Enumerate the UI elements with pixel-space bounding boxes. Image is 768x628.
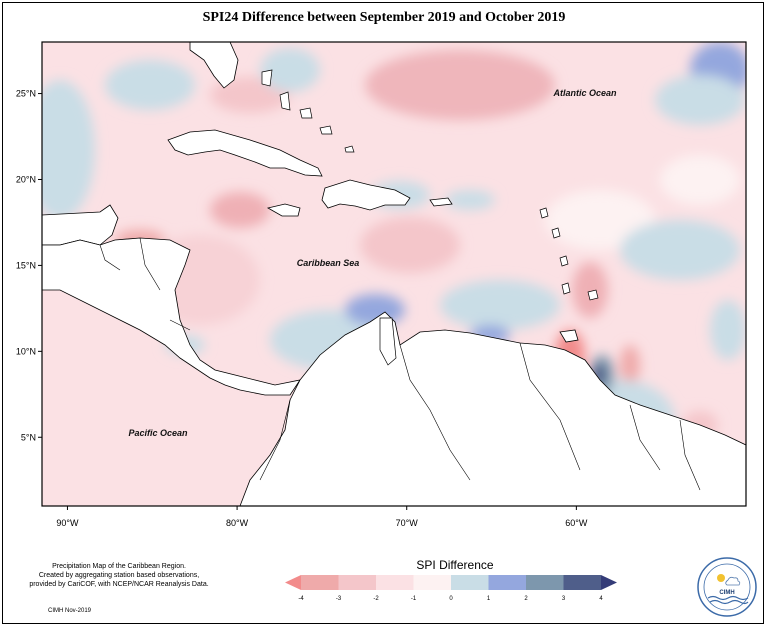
small-islands — [261, 69, 599, 366]
spi-region-positive — [710, 300, 746, 360]
legend-swatch — [301, 575, 339, 590]
spi-region-positive — [260, 48, 320, 92]
spi-region-positive — [620, 220, 740, 280]
legend-swatch — [285, 575, 301, 590]
island — [299, 107, 313, 119]
land-florida — [189, 42, 239, 89]
island — [279, 91, 291, 111]
spi-region-positive — [105, 60, 195, 110]
legend-swatch — [601, 575, 617, 590]
wave-icon — [707, 595, 749, 601]
legend-tick-label: 2 — [524, 596, 528, 602]
spi-region-neutral — [545, 190, 655, 250]
map-axes: 25°N 20°N 15°N 10°N 5°N 90°W 80°W 70°W 60°W — [16, 89, 588, 528]
spi-region-neutral — [660, 155, 740, 205]
map-title: SPI24 Difference between September 2019 … — [202, 10, 566, 25]
legend-tick-label: 3 — [562, 596, 566, 602]
cloud-icon — [725, 576, 741, 586]
spi-region-positive — [440, 280, 560, 330]
land-trinidad — [559, 329, 579, 343]
legend-title: SPI Difference — [416, 558, 494, 572]
spi-region-negative — [620, 345, 640, 385]
legend-swatch — [338, 575, 376, 590]
legend-swatch — [451, 575, 489, 590]
legend-tick-label: -1 — [411, 596, 417, 602]
lat-tick-label: 10°N — [16, 346, 36, 356]
border — [139, 237, 161, 291]
land-puerto-rico — [429, 197, 453, 207]
lon-tick-label: 60°W — [565, 518, 588, 528]
legend-colorbar: -4 -3 -2 -1 0 1 2 3 4 — [285, 575, 617, 602]
credit-line: Created by aggregating station based obs… — [38, 572, 200, 579]
label-pacific-ocean: Pacific Ocean — [128, 428, 188, 438]
legend-swatch — [413, 575, 451, 590]
spi-region-positive — [655, 75, 745, 125]
spi-region-negative — [572, 262, 608, 318]
map-border — [41, 41, 747, 507]
island — [587, 289, 599, 301]
wave-icon — [709, 599, 749, 605]
lon-tick-label: 70°W — [396, 518, 419, 528]
label-caribbean-sea: Caribbean Sea — [297, 258, 360, 268]
spi-region-negative — [360, 217, 460, 273]
legend-tick-label: -3 — [336, 596, 342, 602]
spi-region-positive — [42, 80, 95, 220]
legend-tick-label: 0 — [449, 596, 453, 602]
lat-tick-label: 25°N — [16, 89, 36, 99]
island — [561, 282, 571, 295]
border — [259, 399, 291, 481]
footer-credit: CIMH Nov-2019 — [48, 608, 92, 614]
spi-region-negative — [210, 192, 270, 228]
border — [519, 342, 581, 471]
lat-tick-label: 15°N — [16, 260, 36, 270]
legend-swatch — [488, 575, 526, 590]
spi-region-positive — [445, 190, 495, 210]
legend-swatch — [376, 575, 414, 590]
lon-tick-label: 90°W — [56, 518, 79, 528]
land-jamaica — [266, 203, 301, 217]
lat-tick-label: 20°N — [16, 174, 36, 184]
island — [344, 145, 355, 153]
legend-tick-label: 4 — [599, 596, 603, 602]
lat-tick-label: 5°N — [21, 432, 36, 442]
island — [261, 69, 273, 87]
island — [551, 227, 561, 239]
border — [399, 344, 471, 481]
border — [629, 404, 661, 471]
legend-swatch — [526, 575, 564, 590]
land-masses — [42, 42, 746, 506]
spi-region-negative — [365, 50, 555, 120]
credit-line: Precipitation Map of the Caribbean Regio… — [52, 563, 186, 570]
island — [559, 255, 569, 267]
land-hispaniola — [321, 179, 411, 211]
island — [319, 125, 333, 135]
border — [99, 244, 121, 271]
legend-tick-label: 1 — [487, 596, 491, 602]
country-borders — [99, 237, 701, 491]
border — [679, 419, 701, 491]
lon-tick-label: 80°W — [226, 518, 249, 528]
logo-text: CIMH — [719, 590, 734, 596]
legend-tick-label: -4 — [298, 596, 304, 602]
legend-tick-label: -2 — [373, 596, 379, 602]
legend-swatch — [563, 575, 601, 590]
sun-icon — [717, 574, 725, 582]
island — [539, 207, 549, 219]
border — [169, 319, 191, 331]
cimh-logo: CIMH — [697, 557, 757, 617]
land-central-america — [42, 237, 301, 396]
island — [379, 317, 397, 366]
credit-line: provided by CariCOF, with NCEP/NCAR Rean… — [29, 581, 209, 588]
land-cuba — [167, 129, 323, 177]
credits-block: Precipitation Map of the Caribbean Regio… — [14, 562, 224, 589]
label-atlantic-ocean: Atlantic Ocean — [552, 88, 617, 98]
